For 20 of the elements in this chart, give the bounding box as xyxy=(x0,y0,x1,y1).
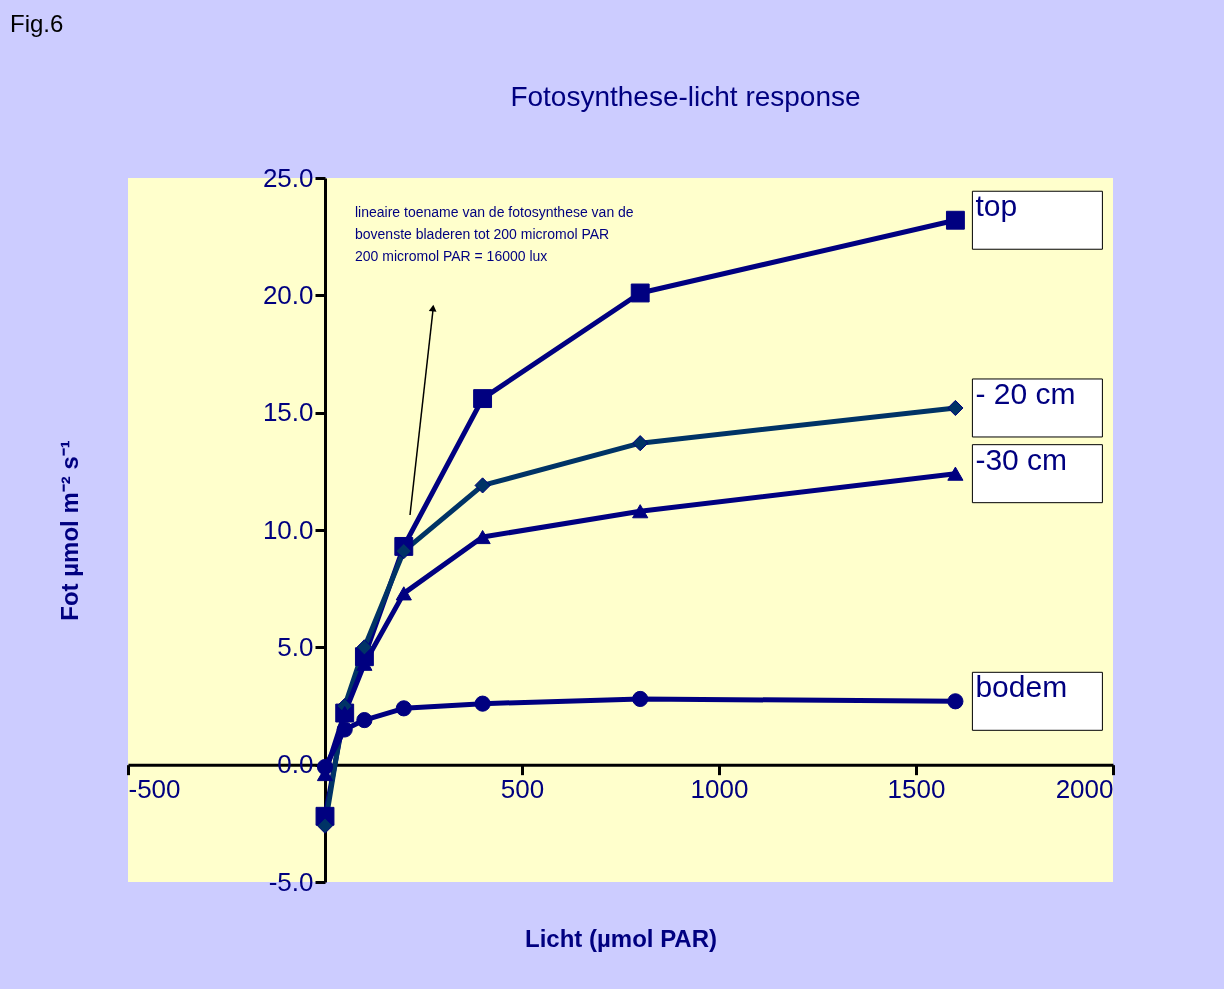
y-tick-label: 20.0 xyxy=(262,279,314,310)
caption: Fig.6 xyxy=(10,10,64,37)
y-tick-label: -5.0 xyxy=(268,866,314,897)
y-tick-label: 15.0 xyxy=(262,397,314,428)
x-axis-title: Licht (µmol PAR) xyxy=(524,925,718,953)
y-tick-label: 10.0 xyxy=(262,514,314,545)
series-label: bodem xyxy=(975,670,1068,704)
x-tick-label: 2000 xyxy=(1055,774,1114,805)
series-label: -30 cm xyxy=(975,442,1068,476)
x-tick-label: -500 xyxy=(128,774,181,805)
series-label: - 20 cm xyxy=(975,376,1076,410)
x-tick-label: 500 xyxy=(500,774,545,805)
annotation: lineaire toename van de fotosynthese van de bovenste bladeren tot 200 micromol PAR 200 micromol PAR = 16000 lux xyxy=(355,204,634,264)
x-tick-label: 1000 xyxy=(690,774,749,805)
x-tick-label: 1500 xyxy=(887,774,946,805)
series-label: top xyxy=(975,189,1018,223)
chart-title: Fotosynthese-licht response xyxy=(510,81,861,112)
y-tick-label: 25.0 xyxy=(262,162,314,193)
y-axis-title: Fot µmol m⁻² s⁻¹ xyxy=(55,440,83,621)
y-tick-label: 5.0 xyxy=(277,631,314,662)
